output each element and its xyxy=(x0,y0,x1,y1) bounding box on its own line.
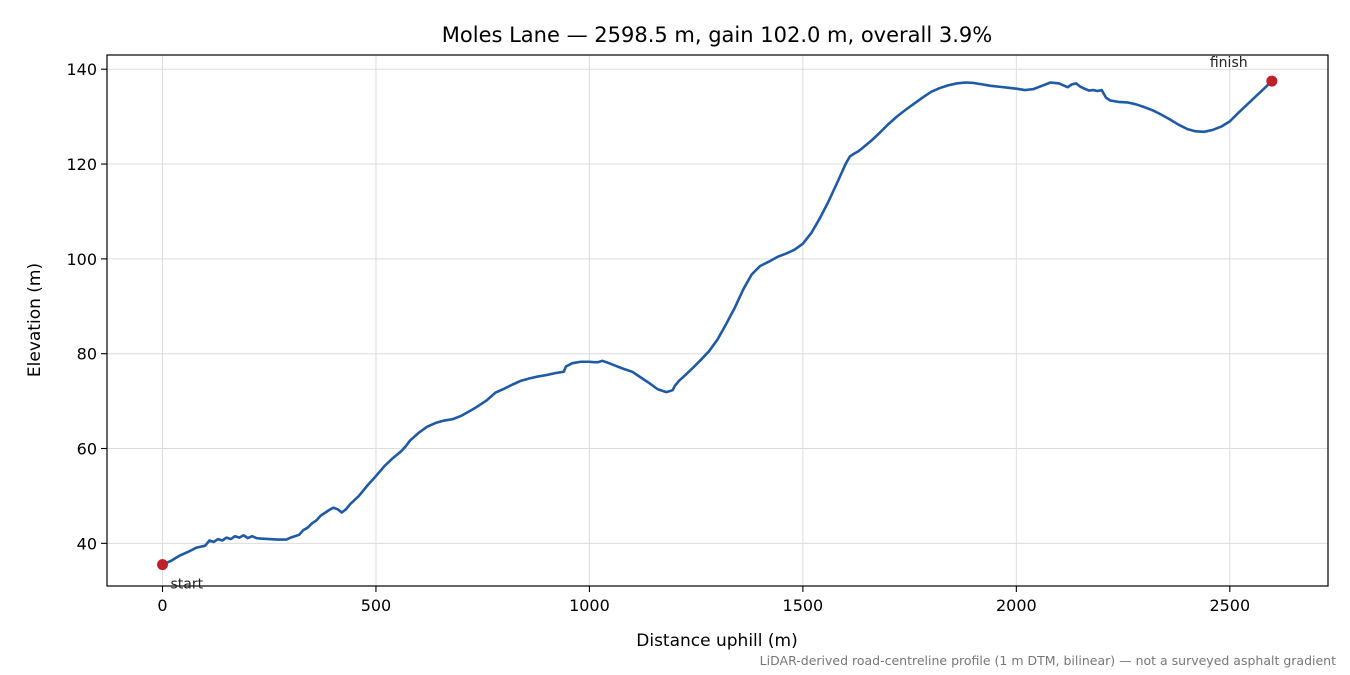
y-tick-label: 60 xyxy=(77,440,97,459)
x-tick-label: 1500 xyxy=(783,596,824,615)
y-tick-label: 80 xyxy=(77,345,97,364)
grid-layer xyxy=(107,55,1328,586)
plot-frame xyxy=(106,54,1329,587)
start-marker xyxy=(157,559,168,571)
y-axis-label: Elevation (m) xyxy=(25,263,45,377)
x-tick-label: 0 xyxy=(157,596,167,615)
marker-layer: start finish xyxy=(157,55,1278,593)
elevation-profile-line xyxy=(161,79,1274,566)
plot-layer xyxy=(161,79,1274,566)
x-tick-label: 2000 xyxy=(996,596,1037,615)
y-tick-label: 100 xyxy=(66,250,97,269)
y-tick-label: 140 xyxy=(66,60,97,79)
tick-layer: 0 500 1000 1500 2000 2500 40 60 80 100 120 140 xyxy=(66,60,1250,615)
finish-marker xyxy=(1266,75,1278,87)
x-tick-label: 1000 xyxy=(569,596,610,615)
finish-label: finish xyxy=(1210,55,1248,71)
chart-title: Moles Lane — 2598.5 m, gain 102.0 m, ove… xyxy=(442,23,992,47)
y-tick-label: 40 xyxy=(77,534,97,553)
x-tick-label: 2500 xyxy=(1209,596,1250,615)
x-tick-label: 500 xyxy=(361,596,392,615)
y-tick-label: 120 xyxy=(66,155,97,174)
x-axis-label: Distance uphill (m) xyxy=(636,631,797,651)
footnote: LiDAR-derived road-centreline profile (1… xyxy=(760,653,1336,668)
start-label: start xyxy=(171,577,204,593)
